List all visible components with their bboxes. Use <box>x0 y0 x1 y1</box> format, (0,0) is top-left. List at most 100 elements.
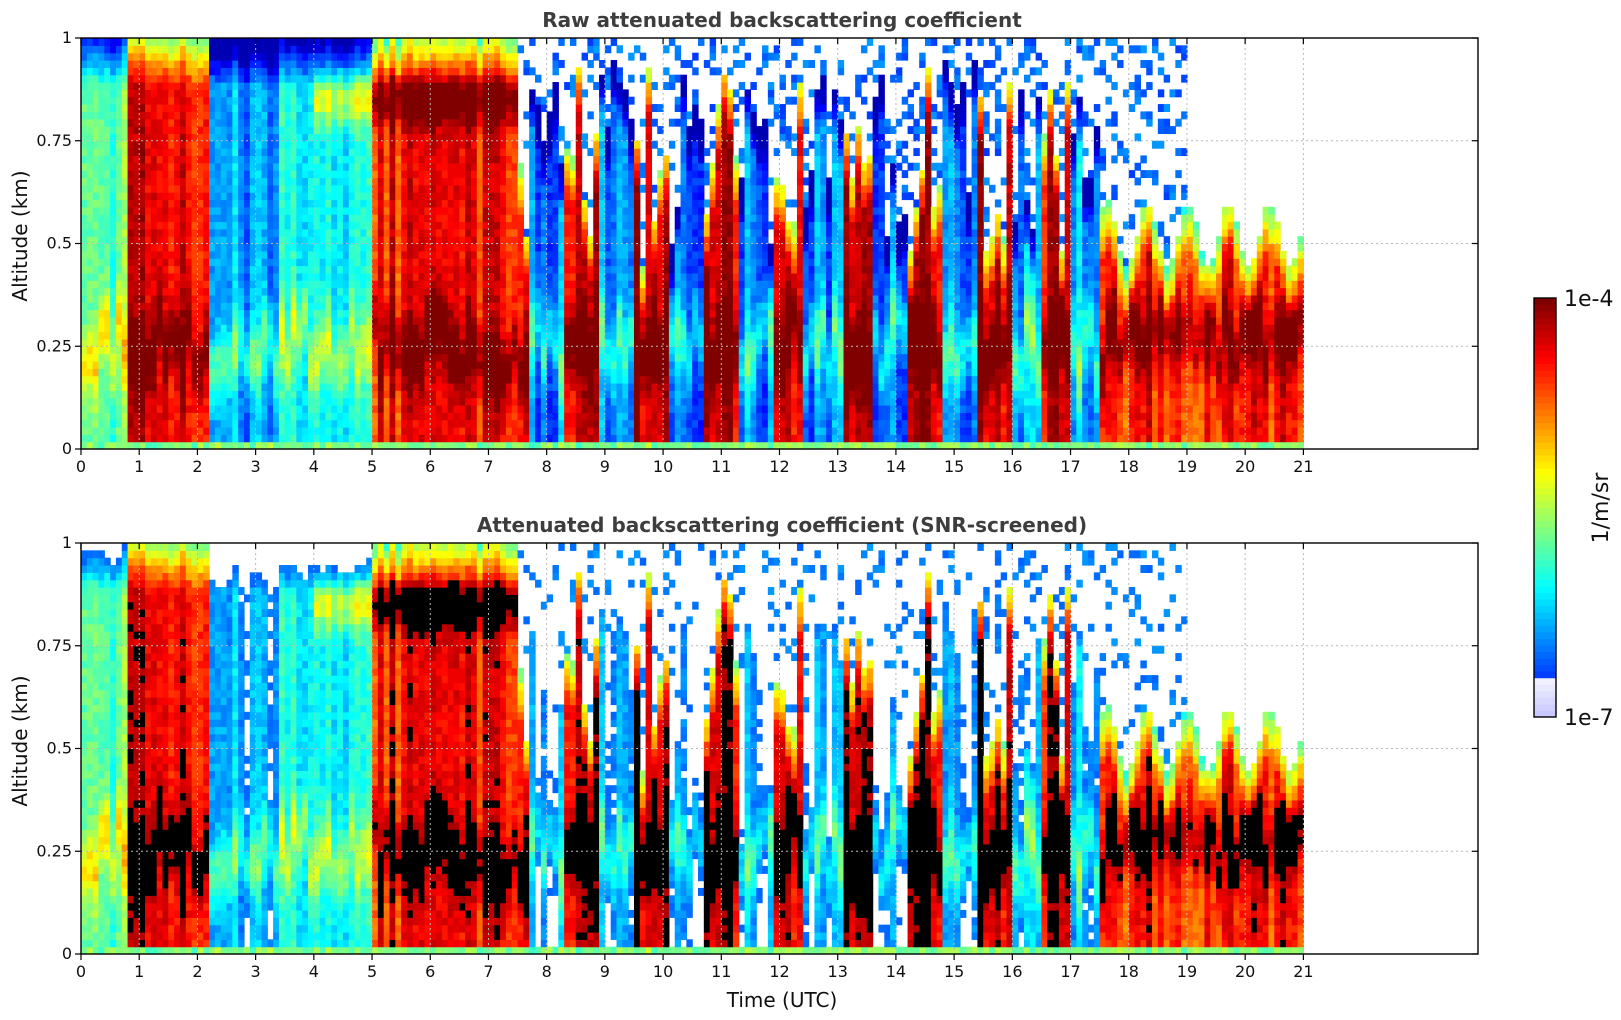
heatmap-cell <box>203 302 209 310</box>
heatmap-cell <box>145 60 151 68</box>
heatmap-cell <box>261 207 267 215</box>
heatmap-cell <box>221 97 227 105</box>
heatmap-cell <box>197 192 203 200</box>
heatmap-cell <box>128 310 134 318</box>
heatmap-cell <box>128 111 134 119</box>
heatmap-cell <box>273 170 279 178</box>
heatmap-cell <box>151 244 157 252</box>
heatmap-cell <box>238 368 244 376</box>
heatmap-cell <box>157 89 163 97</box>
heatmap-cell <box>162 221 168 229</box>
heatmap-cell <box>87 75 93 83</box>
heatmap-cell <box>87 148 93 156</box>
heatmap-cell <box>157 163 163 171</box>
heatmap-cell <box>250 346 256 354</box>
heatmap-cell <box>81 236 87 244</box>
heatmap-cell <box>104 60 110 68</box>
heatmap-cell <box>273 244 279 252</box>
heatmap-cell <box>168 236 174 244</box>
heatmap-cell <box>157 251 163 259</box>
heatmap-cell <box>157 332 163 340</box>
heatmap-cell <box>256 163 262 171</box>
heatmap-cell <box>110 398 116 406</box>
heatmap-cell <box>116 412 122 420</box>
heatmap-cell <box>157 324 163 332</box>
heatmap-cell <box>98 199 104 207</box>
heatmap-cell <box>87 412 93 420</box>
heatmap-cell <box>209 133 215 141</box>
heatmap-cell <box>157 354 163 362</box>
heatmap-cell <box>104 317 110 325</box>
heatmap-cell <box>81 244 87 252</box>
heatmap-cell <box>273 332 279 340</box>
heatmap-cell <box>145 141 151 149</box>
heatmap-cell <box>273 207 279 215</box>
heatmap-cell <box>227 273 233 281</box>
heatmap-cell <box>168 310 174 318</box>
heatmap-cell <box>180 420 186 428</box>
heatmap-cell <box>279 221 285 229</box>
heatmap-cell <box>122 412 128 420</box>
heatmap-cell <box>186 317 192 325</box>
heatmap-cell <box>81 82 87 90</box>
heatmap-cell <box>203 244 209 252</box>
heatmap-cell <box>145 119 151 127</box>
heatmap-cell <box>244 398 250 406</box>
heatmap-cell <box>197 390 203 398</box>
heatmap-cell <box>238 434 244 442</box>
heatmap-cell <box>215 192 221 200</box>
heatmap-cell <box>209 427 215 435</box>
heatmap-cell <box>104 383 110 391</box>
heatmap-cell <box>227 236 233 244</box>
heatmap-cell <box>139 251 145 259</box>
heatmap-cell <box>221 273 227 281</box>
heatmap-cell <box>273 214 279 222</box>
heatmap-cell <box>209 163 215 171</box>
heatmap-cell <box>244 361 250 369</box>
heatmap-cell <box>157 214 163 222</box>
heatmap-cell <box>209 45 215 53</box>
heatmap-cell <box>238 119 244 127</box>
heatmap-cell <box>261 427 267 435</box>
heatmap-cell <box>180 192 186 200</box>
heatmap-cell <box>145 273 151 281</box>
heatmap-cell <box>273 280 279 288</box>
heatmap-cell <box>180 354 186 362</box>
heatmap-cell <box>174 354 180 362</box>
heatmap-cell <box>256 133 262 141</box>
heatmap-cell <box>261 170 267 178</box>
heatmap-cell <box>116 405 122 413</box>
heatmap-cell <box>81 133 87 141</box>
heatmap-cell <box>93 75 99 83</box>
heatmap-cell <box>122 324 128 332</box>
heatmap-cell <box>157 207 163 215</box>
heatmap-cell <box>81 390 87 398</box>
heatmap-cell <box>87 126 93 134</box>
heatmap-cell <box>162 75 168 83</box>
heatmap-cell <box>221 89 227 97</box>
heatmap-cell <box>197 170 203 178</box>
heatmap-cell <box>174 332 180 340</box>
heatmap-cell <box>116 390 122 398</box>
heatmap-cell <box>87 236 93 244</box>
heatmap-cell <box>93 60 99 68</box>
heatmap-cell <box>256 155 262 163</box>
heatmap-cell <box>273 310 279 318</box>
heatmap-cell <box>232 192 238 200</box>
heatmap-cell <box>151 273 157 281</box>
heatmap-cell <box>174 221 180 229</box>
heatmap-cell <box>273 163 279 171</box>
heatmap-cell <box>145 207 151 215</box>
heatmap-cell <box>232 390 238 398</box>
heatmap-cell <box>180 75 186 83</box>
heatmap-cell <box>87 383 93 391</box>
heatmap-cell <box>267 97 273 105</box>
heatmap-cell <box>93 236 99 244</box>
heatmap-cell <box>93 383 99 391</box>
heatmap-cell <box>273 361 279 369</box>
heatmap-cell <box>81 280 87 288</box>
heatmap-cell <box>203 163 209 171</box>
heatmap-cell <box>98 346 104 354</box>
heatmap-cell <box>238 376 244 384</box>
heatmap-cell <box>203 420 209 428</box>
